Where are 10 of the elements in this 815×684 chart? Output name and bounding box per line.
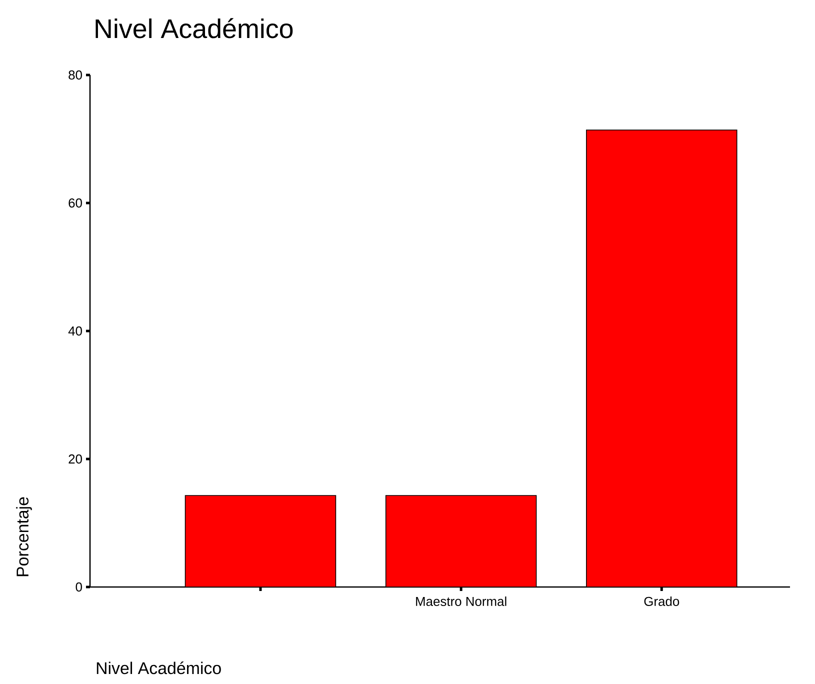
y-tick-label: 40 xyxy=(68,326,82,336)
chart-title: Nivel Académico xyxy=(96,18,293,38)
y-axis-title: Porcentaje xyxy=(16,497,32,576)
x-axis-title: Nivel Académico xyxy=(96,662,221,674)
y-tick-label: 80 xyxy=(68,70,82,80)
y-tick-label: 60 xyxy=(68,198,82,208)
x-tick-label: Maestro Normal xyxy=(416,596,506,606)
y-tick-label: 20 xyxy=(68,454,82,464)
y-tick-label: 0 xyxy=(76,582,82,592)
x-tick-label: Grado xyxy=(644,596,680,606)
